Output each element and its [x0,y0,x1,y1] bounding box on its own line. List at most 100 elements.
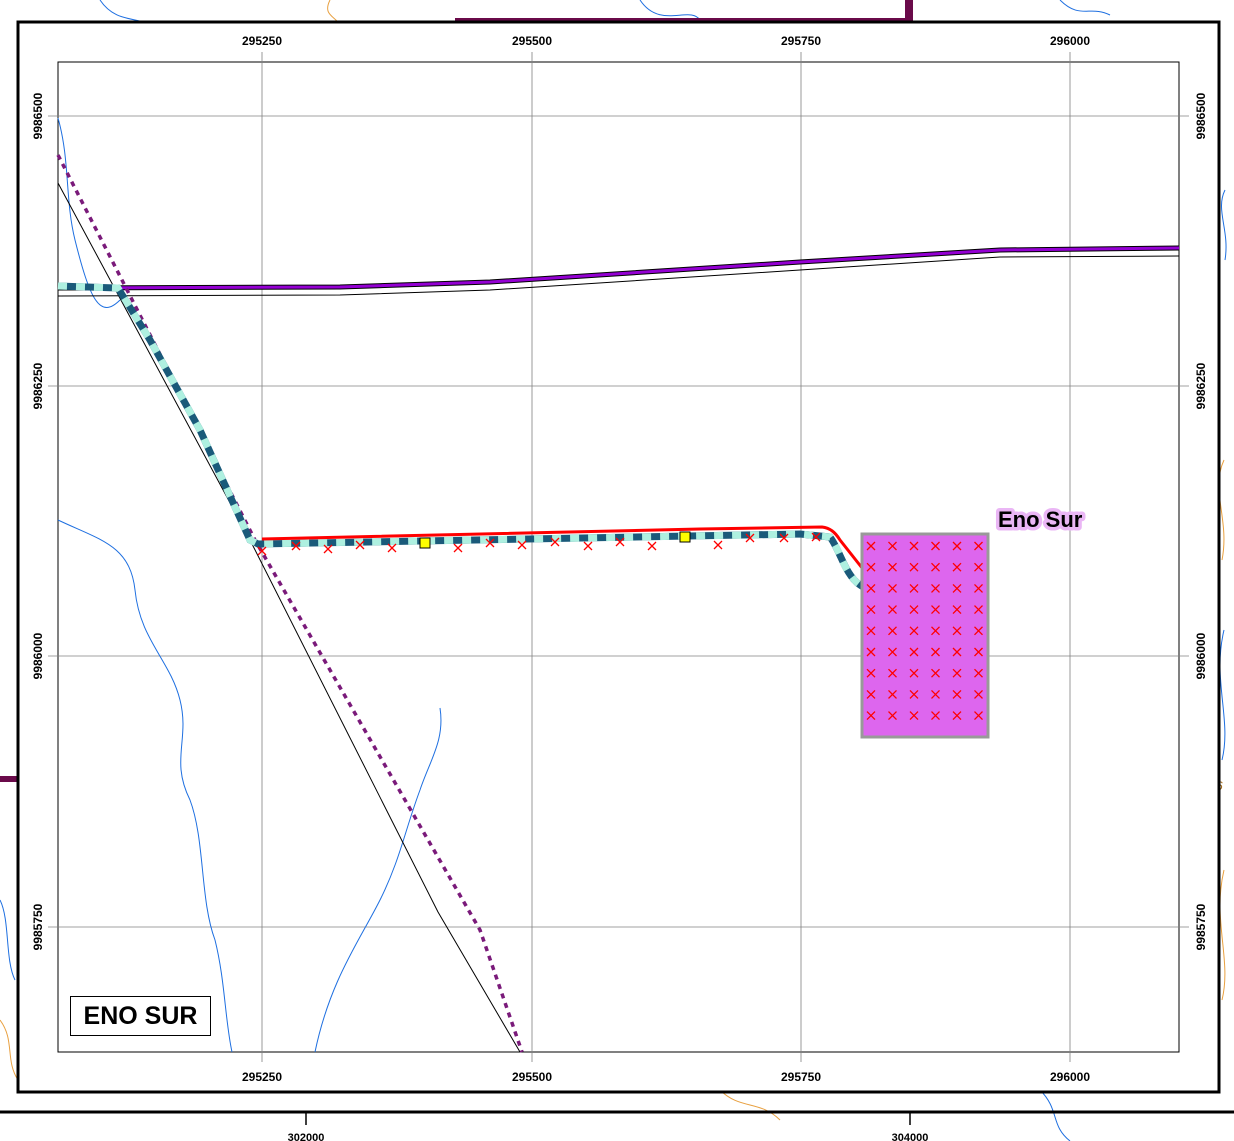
red-x-icon [931,647,940,657]
red-x-icon [974,626,983,636]
red-x-icon [952,668,962,678]
x-tick-label: 296000 [1050,34,1090,48]
red-x-icon [291,541,301,551]
red-x-icon [931,626,940,636]
grid-lines [48,52,1189,1062]
red-x-icon [931,689,940,699]
yellow-square-icon [419,537,431,549]
y-tick-label: 9986500 [31,92,45,139]
red-x-icon [888,562,897,572]
red-x-icon [888,541,897,551]
red-x-icon [974,668,983,678]
red-x-icon [952,541,962,551]
x-tick-labels-top: 295250 295500 295750 296000 [242,34,1090,48]
main-road [57,245,1180,297]
outer-x-tick-label: 302000 [288,1132,325,1141]
red-x-icon [909,647,919,657]
x-tick-label: 295500 [512,1070,552,1084]
map-title-box: ENO SUR [70,996,211,1036]
x-tick-label: 295750 [781,34,821,48]
red-x-icon [888,689,897,699]
area-label: Eno Sur [998,507,1083,532]
red-x-icon [974,605,983,615]
red-x-icon [952,562,962,572]
red-x-icon [888,626,897,636]
x-tick-label: 295500 [512,34,552,48]
red-x-icon [323,544,333,554]
outer-x-tick-label: 304000 [892,1132,929,1141]
y-tick-label: 9985750 [1194,903,1208,950]
y-tick-label: 9986000 [1194,632,1208,679]
red-x-icon [866,541,876,551]
red-x-icon [866,562,876,572]
pipeline-red [261,525,872,579]
red-x-icon [745,533,755,543]
red-x-icon [974,562,983,572]
red-x-icon [615,537,625,547]
y-tick-label: 9985750 [31,903,45,950]
red-x-icon [909,689,919,699]
red-x-icon [866,583,876,593]
red-x-icon [485,538,495,548]
y-tick-label: 9986000 [31,632,45,679]
red-x-icon [952,647,962,657]
red-x-icon [779,533,789,543]
red-x-icon [909,605,919,615]
red-x-icon [974,647,983,657]
red-x-icon [909,626,919,636]
red-x-icon [888,605,897,615]
red-x-icon [909,583,919,593]
yellow-square-icon [679,531,691,543]
sample-markers [257,531,983,721]
red-x-icon [888,668,897,678]
x-tick-labels-bottom: 295250 295500 295750 296000 [242,1070,1090,1084]
red-x-icon [866,605,876,615]
red-x-icon [931,583,940,593]
dotted-boundary [56,154,524,1053]
x-tick-label: 295250 [242,34,282,48]
map-neatline [57,61,1180,1053]
y-tick-label: 9986250 [31,362,45,409]
red-x-icon [931,562,940,572]
red-x-icon [866,689,876,699]
red-x-icon [888,583,897,593]
red-x-icon [453,543,463,553]
red-x-icon [974,541,983,551]
red-x-icon [888,647,897,657]
red-x-icon [583,541,593,551]
y-tick-label: 9986500 [1194,92,1208,139]
red-x-icon [909,711,919,721]
red-x-icon [909,668,919,678]
red-x-icon [866,668,876,678]
red-x-icon [931,668,940,678]
red-x-icon [866,626,876,636]
streams [57,117,442,1053]
x-tick-label: 296000 [1050,1070,1090,1084]
red-x-icon [952,605,962,615]
red-x-icon [952,626,962,636]
trail-line [57,182,521,1053]
y-tick-label: 9986250 [1194,362,1208,409]
red-x-icon [931,541,940,551]
y-tick-labels-right: 9986500 9986250 9986000 9985750 [1194,92,1208,950]
red-x-icon [974,689,983,699]
red-x-icon [811,532,821,542]
red-x-icon [952,583,962,593]
red-x-icon [952,689,962,699]
red-x-icon [257,546,267,556]
red-x-icon [888,711,897,721]
red-x-icon [517,540,527,550]
x-tick-label: 295750 [781,1070,821,1084]
red-x-icon [974,583,983,593]
red-x-icon [550,537,560,547]
red-x-icon [909,541,919,551]
red-x-icon [387,543,397,553]
red-x-icon [355,540,365,550]
red-x-icon [866,647,876,657]
y-tick-labels-left: 9986500 9986250 9986000 9985750 [31,92,45,950]
red-x-icon [931,605,940,615]
red-x-icon [866,711,876,721]
red-x-icon [952,711,962,721]
red-x-icon [713,540,723,550]
